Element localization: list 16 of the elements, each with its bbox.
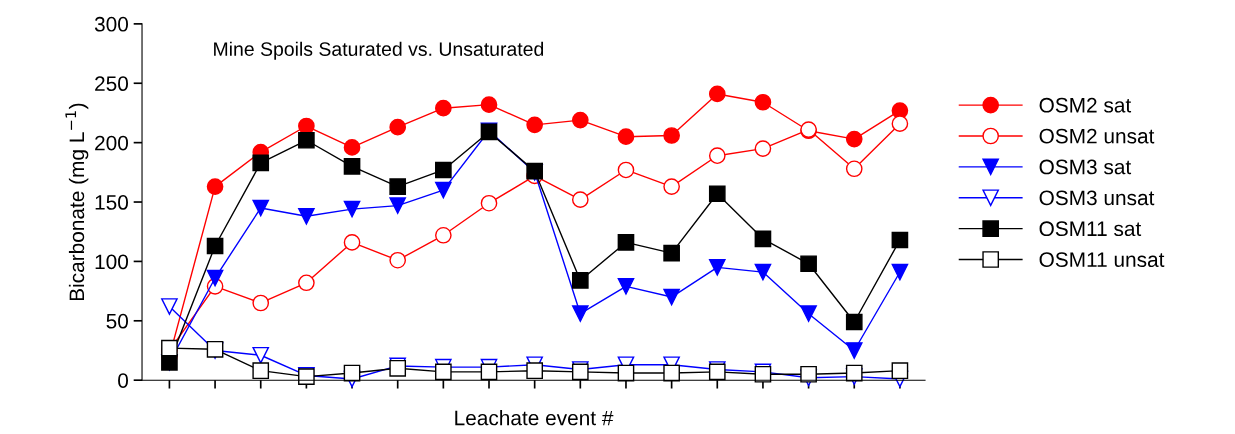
x-axis-title: Leachate event # xyxy=(455,410,614,426)
y-tick-label: 0 xyxy=(118,373,129,388)
legend-label: OSM3 unsat xyxy=(1039,190,1155,206)
y-tick-label: 250 xyxy=(95,76,129,92)
legend-label: OSM2 unsat xyxy=(1039,128,1155,144)
legend-label: OSM11 unsat xyxy=(1039,252,1165,267)
text: Mine Spoils Saturated vs. Unsaturated xyxy=(214,41,544,60)
legend-label: OSM3 sat xyxy=(1039,159,1132,175)
legend-label: OSM11 sat xyxy=(1039,221,1142,237)
legend-label: OSM2 sat xyxy=(1039,97,1132,113)
y-tick-label: 100 xyxy=(95,254,129,270)
y-tick-label: 50 xyxy=(106,313,129,329)
y-tick-label: 200 xyxy=(95,135,129,151)
y-tick-label: 300 xyxy=(94,16,129,32)
y-tick-label: 150 xyxy=(95,195,129,210)
y-axis-title: Bicarbonate (mg L$^{−1}$) xyxy=(65,103,89,301)
